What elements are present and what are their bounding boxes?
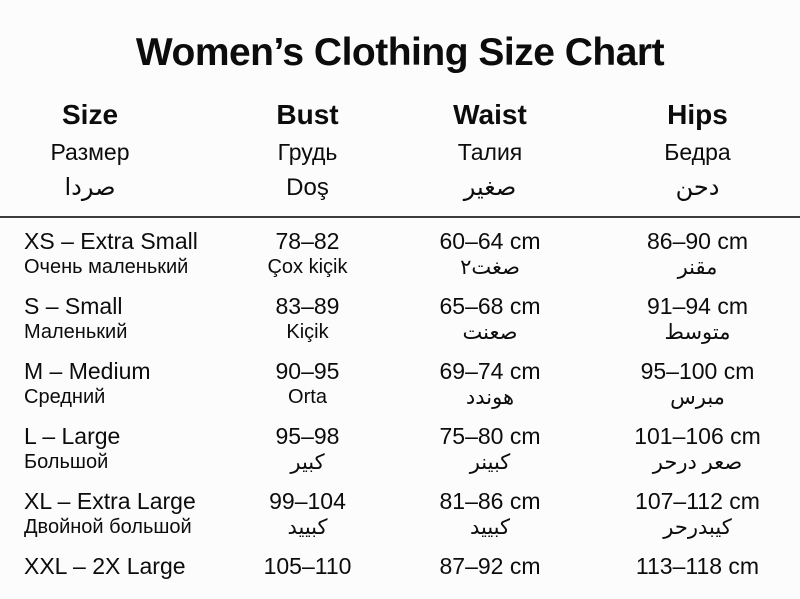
waist-translation: صغت٢ [460,256,520,279]
bust-value: 78–82 [275,228,340,254]
header-hips-alt: دحن [675,174,720,201]
size-label: S – Small [24,293,123,319]
bust-value: 105–110 [263,553,352,579]
waist-translation: صعنت [462,321,518,344]
hips-value: 91–94 cm [646,293,748,319]
size-label: XS – Extra Small [24,228,198,254]
bust-translation: Kiçik [286,321,329,343]
header-bust-alt: Doş [286,174,329,201]
waist-value: 60–64 cm [439,228,541,254]
bust-value: 95–98 [275,423,340,449]
header-divider [0,216,800,218]
hips-value: 86–90 cm [646,228,748,254]
hips-value: 113–118 cm [635,553,760,579]
hips-value: 107–112 cm [635,488,760,514]
table-row: XS – Extra Small Очень маленький 78–82 Ç… [0,227,800,280]
size-label: XL – Extra Large [24,488,196,514]
table-row: S – Small Маленький 83–89 Kiçik 65–68 cm… [0,292,800,345]
cell-bust: 83–89 Kiçik [230,292,385,345]
page-title: Women’s Clothing Size Chart [135,31,665,74]
size-label: XXL – 2X Large [24,553,186,579]
cell-bust: 95–98 كبير [230,422,385,475]
hips-translation: مبرس [670,386,725,409]
header-size-en: Size [61,99,119,130]
header-size-alt: صردا [64,174,116,201]
cell-hips: 107–112 cm كيبدرحر [595,487,800,540]
hips-translation: كيبدرحر [663,516,732,539]
cell-size: L – Large Большой [0,422,230,475]
cell-waist: 65–68 cm صعنت [385,292,595,345]
bust-translation: كبييد [287,516,328,539]
cell-waist: 87–92 cm [385,552,595,580]
cell-hips: 91–94 cm متوسط [595,292,800,345]
hips-value: 95–100 cm [640,358,755,384]
waist-value: 69–74 cm [439,358,541,384]
size-translation: Средний [24,386,106,408]
waist-value: 81–86 cm [439,488,541,514]
cell-bust: 99–104 كبييد [230,487,385,540]
waist-translation: هوندد [465,386,515,409]
header-cell-bust: Bust Грудь Doş [230,100,385,202]
bust-value: 83–89 [275,293,340,319]
table-row: M – Medium Средний 90–95 Orta 69–74 cm ه… [0,357,800,410]
cell-waist: 60–64 cm صغت٢ [385,227,595,280]
header-waist-alt: صغير [463,174,517,201]
cell-size: M – Medium Средний [0,357,230,410]
cell-hips: 95–100 cm مبرس [595,357,800,410]
size-translation: Двойной большой [24,516,192,538]
cell-hips: 101–106 cm صعر درحر [595,422,800,475]
header-bust-en: Bust [276,99,339,130]
bust-value: 99–104 [269,488,346,514]
waist-translation: كبينر [469,451,511,474]
table-row: L – Large Большой 95–98 كبير 75–80 cm كب… [0,422,800,475]
cell-hips: 86–90 cm مقنر [595,227,800,280]
header-hips-ru: Бедра [664,139,731,165]
cell-bust: 78–82 Çox kiçik [230,227,385,280]
size-translation: Очень маленький [24,256,189,278]
header-waist-en: Waist [453,99,527,130]
size-label: M – Medium [24,358,151,384]
cell-bust: 105–110 [230,552,385,580]
cell-size: XXL – 2X Large [0,552,230,580]
header-cell-size: Size Размер صردا [0,100,230,202]
hips-translation: مقنر [677,256,718,279]
cell-bust: 90–95 Orta [230,357,385,410]
table-row: XXL – 2X Large 105–110 87–92 cm 113–118 … [0,552,800,580]
cell-size: XL – Extra Large Двойной большой [0,487,230,540]
cell-waist: 75–80 cm كبينر [385,422,595,475]
cell-waist: 81–86 cm كبييد [385,487,595,540]
header-waist-ru: Талия [457,139,523,165]
cell-size: XS – Extra Small Очень маленький [0,227,230,280]
cell-hips: 113–118 cm [595,552,800,580]
header-hips-en: Hips [667,99,728,130]
header-size-ru: Размер [50,139,130,165]
header-cell-waist: Waist Талия صغير [385,100,595,202]
waist-translation: كبييد [469,516,511,539]
hips-value: 101–106 cm [634,423,761,449]
size-label: L – Large [24,423,121,449]
table-row: XL – Extra Large Двойной большой 99–104 … [0,487,800,540]
table-header-row: Size Размер صردا Bust Грудь Doş Waist Та… [0,100,800,202]
bust-translation: Orta [288,386,327,408]
bust-value: 90–95 [275,358,340,384]
hips-translation: متوسط [664,321,731,344]
table-body: XS – Extra Small Очень маленький 78–82 Ç… [0,218,800,580]
cell-waist: 69–74 cm هوندد [385,357,595,410]
waist-value: 75–80 cm [439,423,541,449]
waist-value: 87–92 cm [439,553,541,579]
header-cell-hips: Hips Бедра دحن [595,100,800,202]
size-translation: Маленький [24,321,128,343]
bust-translation: Çox kiçik [267,256,348,278]
waist-value: 65–68 cm [439,293,541,319]
size-translation: Большой [24,451,109,473]
hips-translation: صعر درحر [652,451,743,474]
cell-size: S – Small Маленький [0,292,230,345]
header-bust-ru: Грудь [277,139,338,165]
bust-translation: كبير [290,451,325,474]
